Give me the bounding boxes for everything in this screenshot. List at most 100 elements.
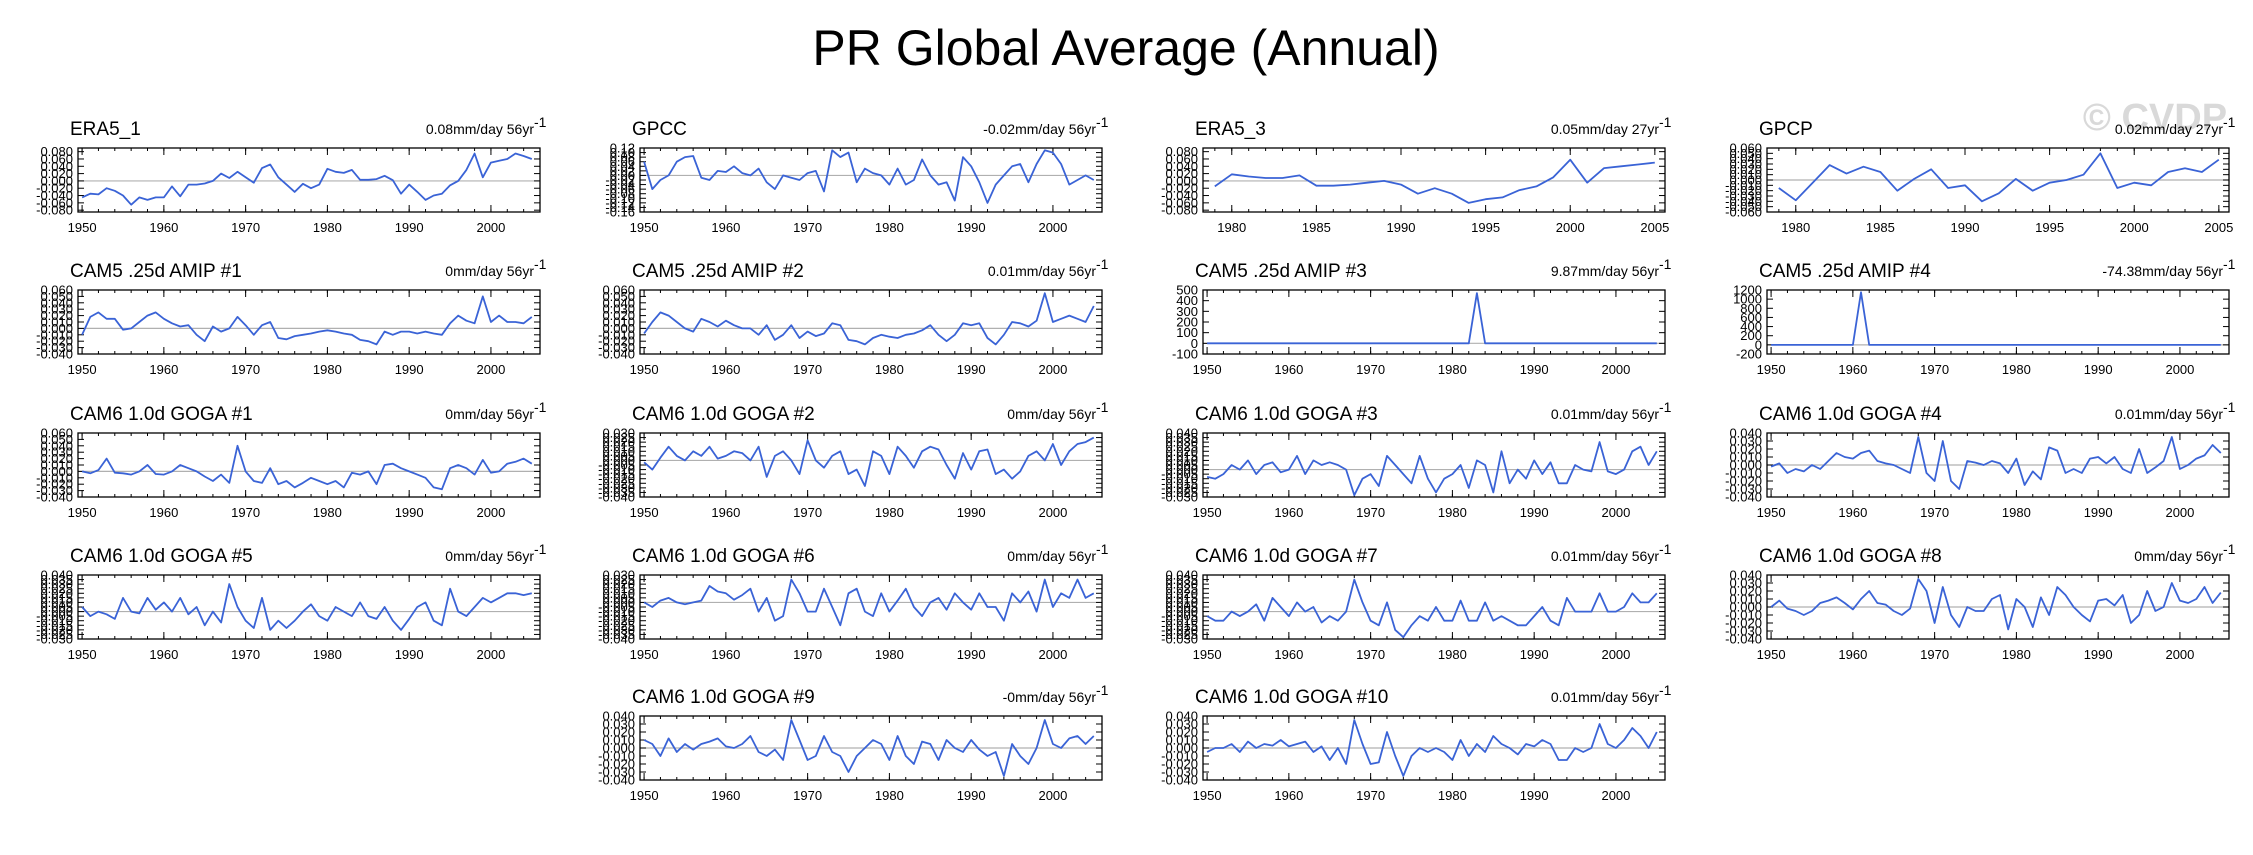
- y-tick-label: -0.020: [36, 622, 73, 637]
- y-tick-label: 0.010: [1729, 167, 1762, 182]
- x-tick-label: 2000: [1038, 362, 1067, 377]
- y-tick-label: -0.020: [1161, 622, 1198, 637]
- x-tick-label: 1950: [1193, 647, 1222, 662]
- y-tick-label: -0.005: [598, 458, 635, 473]
- x-tick-label: 1950: [1193, 505, 1222, 520]
- y-tick-label: 0.000: [1729, 600, 1762, 615]
- x-tick-label: 1990: [395, 505, 424, 520]
- x-tick-label: 2000: [1038, 647, 1067, 662]
- y-tick-label: -0.020: [598, 471, 635, 486]
- chart-panel: GPCP 0.02mm/day 27yr -1 -0.060-0.050-0.040-…: [1725, 114, 2236, 235]
- y-tick-label: 0.050: [40, 432, 73, 447]
- y-tick-label: 0.025: [602, 572, 635, 587]
- chart-panel: ERA5_3 0.05mm/day 27yr -1 -0.080-0.060-0.04…: [1161, 114, 1672, 235]
- y-tick-label: -0.005: [36, 609, 73, 624]
- y-tick-label: 0.020: [1165, 166, 1198, 181]
- y-tick-label: -0.020: [1725, 183, 1762, 198]
- x-tick-label: 1950: [1757, 505, 1786, 520]
- x-tick-label: 1980: [2002, 505, 2031, 520]
- panel-title: CAM6 1.0d GOGA #10: [1195, 687, 1388, 708]
- chart-panel: CAM5 .25d AMIP #3 9.87mm/day 56yr -1-10001…: [1172, 256, 1672, 377]
- y-tick-label: -0.050: [1725, 199, 1762, 214]
- x-tick-label: 1990: [1387, 220, 1416, 235]
- x-tick-label: 1990: [1520, 788, 1549, 803]
- panel-title: CAM5 .25d AMIP #1: [70, 261, 242, 282]
- x-tick-label: 1990: [395, 647, 424, 662]
- y-tick-label: 0.000: [1165, 462, 1198, 477]
- y-tick-label: -0.080: [36, 203, 73, 218]
- panel-title: CAM5 .25d AMIP #2: [632, 261, 804, 282]
- panel-trend-exponent: -1: [534, 399, 547, 415]
- y-tick-label: -0.015: [1161, 618, 1198, 633]
- x-tick-label: 1990: [1951, 220, 1980, 235]
- y-tick-label: -0.030: [1725, 624, 1762, 639]
- y-tick-label: 0.005: [1165, 458, 1198, 473]
- panel-trend-label: 0.05mm/day 27yr: [1551, 121, 1659, 137]
- x-tick-label: 1960: [1274, 362, 1303, 377]
- y-tick-label: 0.030: [1165, 717, 1198, 732]
- y-tick-label: 0.12: [610, 141, 635, 156]
- x-tick-label: 1960: [711, 362, 740, 377]
- panel-trend-exponent: -1: [1659, 256, 1672, 272]
- x-tick-label: 1970: [793, 505, 822, 520]
- y-tick-label: -0.035: [598, 627, 635, 642]
- watermark: © CVDP: [2083, 97, 2227, 139]
- x-tick-label: 1980: [1438, 647, 1467, 662]
- y-tick-label: 600: [1740, 310, 1762, 325]
- y-tick-label: -0.010: [598, 749, 635, 764]
- chart-panel: CAM6 1.0d GOGA #8 0mm/day 56yr -1-0.040-0.…: [1725, 541, 2236, 662]
- y-tick-label: 0.020: [1165, 725, 1198, 740]
- y-tick-label: 0.035: [1165, 572, 1198, 587]
- y-tick-label: 0.08: [610, 150, 635, 165]
- y-tick-label: -0.025: [1161, 485, 1198, 500]
- y-tick-label: 500: [1176, 283, 1198, 298]
- y-tick-label: -0.04: [605, 177, 635, 192]
- y-tick-label: 0.000: [602, 595, 635, 610]
- y-tick-label: -0.030: [598, 622, 635, 637]
- y-tick-label: -0.040: [598, 490, 635, 505]
- x-tick-label: 1970: [1920, 505, 1949, 520]
- y-tick-label: 0.030: [602, 717, 635, 732]
- y-tick-label: -0.030: [1725, 482, 1762, 497]
- y-tick-label: 0.000: [1165, 173, 1198, 188]
- series-line: [1206, 578, 1658, 639]
- y-tick-label: -0.030: [598, 765, 635, 780]
- y-tick-label: 0.005: [1165, 600, 1198, 615]
- plot-frame: [1202, 147, 1666, 213]
- x-tick-label: 2000: [1601, 647, 1630, 662]
- chart-panel: CAM6 1.0d GOGA #6 0mm/day 56yr -1-0.040-0.…: [598, 541, 1109, 662]
- y-tick-label: 0.025: [1165, 439, 1198, 454]
- chart-panel: CAM5 .25d AMIP #1 0mm/day 56yr -1-0.040-0.…: [36, 256, 547, 377]
- x-tick-label: 1950: [1193, 788, 1222, 803]
- x-tick-label: 1960: [149, 362, 178, 377]
- x-tick-label: 2000: [476, 220, 505, 235]
- y-tick-label: -0.040: [1161, 188, 1198, 203]
- y-tick-label: 0.020: [1165, 444, 1198, 459]
- x-tick-label: 2000: [2165, 362, 2194, 377]
- plot-frame: [639, 715, 1103, 781]
- panel-trend-label: 0mm/day 56yr: [2134, 548, 2223, 564]
- y-tick-label: 400: [1740, 319, 1762, 334]
- y-tick-label: 0.040: [40, 438, 73, 453]
- x-tick-label: 1950: [68, 647, 97, 662]
- y-tick-label: 0.000: [40, 604, 73, 619]
- y-tick-label: 0.010: [602, 586, 635, 601]
- x-tick-label: 1960: [1838, 362, 1867, 377]
- y-tick-label: -0.060: [1725, 205, 1762, 220]
- y-tick-label: 0.000: [602, 741, 635, 756]
- panel-title: CAM6 1.0d GOGA #9: [632, 687, 815, 708]
- x-tick-label: 1990: [2084, 647, 2113, 662]
- x-tick-label: 1990: [957, 788, 986, 803]
- x-tick-label: 1995: [2035, 220, 2064, 235]
- y-tick-label: -0.005: [1161, 609, 1198, 624]
- panel-title: CAM6 1.0d GOGA #6: [632, 546, 815, 567]
- y-tick-label: 200: [1176, 315, 1198, 330]
- y-tick-label: 0.030: [40, 445, 73, 460]
- x-tick-label: 1950: [1193, 362, 1222, 377]
- panel-trend-label: 0mm/day 56yr: [445, 406, 534, 422]
- y-tick-label: -0.14: [605, 200, 635, 215]
- y-tick-label: -0.16: [605, 205, 635, 220]
- panel-trend-exponent: -1: [2223, 256, 2236, 272]
- y-tick-label: 0.000: [1165, 741, 1198, 756]
